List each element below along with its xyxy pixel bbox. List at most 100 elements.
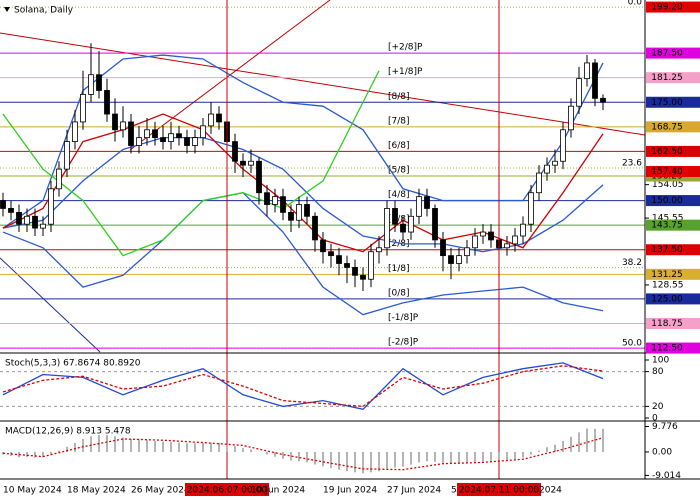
- level-price-label: 143.75: [651, 221, 683, 231]
- candle-body: [352, 267, 358, 276]
- y-tick-label: 20: [652, 402, 664, 412]
- candle-body: [176, 133, 182, 139]
- level-price-label-box: [646, 342, 700, 354]
- candle-body: [192, 137, 198, 146]
- candle-body: [304, 204, 310, 217]
- level-price-label: 112.50: [651, 344, 683, 354]
- level-name: [6/8]: [388, 141, 410, 151]
- candle-body: [128, 121, 134, 146]
- x-tick-label: 10 Jun 2024: [251, 486, 305, 496]
- panel-title: Stoch(5,3,3) 67.8674 80.8920: [5, 359, 141, 369]
- level-price-label-box: [646, 195, 700, 207]
- candle-body: [480, 231, 486, 237]
- candle-body: [48, 188, 54, 225]
- level-price-label-box: [646, 268, 700, 280]
- candle-body: [144, 129, 150, 139]
- candle-body: [64, 141, 70, 170]
- fibo-label: 0.0: [628, 0, 643, 8]
- level-price-label: 137.50: [651, 245, 683, 255]
- candle-body: [320, 239, 326, 253]
- candle-body: [424, 196, 430, 209]
- level-name: [5/8]: [388, 166, 410, 176]
- indicator-line: [2, 137, 604, 253]
- candle-body: [416, 196, 422, 217]
- stoch-line: [2, 365, 604, 408]
- price-marker-box: [646, 165, 700, 177]
- plot: 0.0 23.6 38.2 50.0 [+2/8]P [+1/8]P [8/8] [7/8] […: [0, 0, 645, 479]
- crosshair-label-box: [185, 483, 269, 496]
- candle-body: [520, 223, 526, 237]
- candle-body: [360, 274, 366, 280]
- candle-body: [16, 211, 22, 225]
- candle-body: [464, 247, 470, 257]
- level-price-label: 125.00: [651, 294, 683, 304]
- candle-body: [448, 255, 454, 264]
- level-name: [2/8]: [388, 239, 410, 249]
- candle-body: [248, 160, 254, 166]
- x-tick-label: 2024: [539, 486, 562, 496]
- y-tick-label: -9.014: [652, 471, 681, 481]
- candle-body: [168, 133, 174, 142]
- y-tick-label: 145.55: [652, 214, 684, 224]
- candle-body: [528, 192, 534, 225]
- x-tick-label: 2024.07.11 00:00: [459, 486, 540, 496]
- price-marker-box: [646, 1, 700, 13]
- candle-body: [96, 74, 102, 91]
- level-price-label-box: [646, 244, 700, 256]
- candle-body: [512, 235, 518, 245]
- indicator-line: [2, 113, 604, 253]
- candle-body: [0, 200, 6, 209]
- candle-body: [472, 235, 478, 249]
- level-price-label: 175.00: [651, 98, 683, 108]
- candle-body: [72, 121, 78, 142]
- level-name: [+1/8]P: [388, 67, 423, 77]
- level-price-label-box: [646, 145, 700, 157]
- indicator-line: [2, 70, 380, 257]
- candle-body: [408, 215, 414, 233]
- candle-body: [32, 215, 38, 229]
- trend-line: [0, 32, 646, 136]
- candle-body: [288, 211, 294, 221]
- candle-body: [312, 215, 318, 241]
- level-name: [1/8]: [388, 264, 410, 274]
- level-price-label-box: [646, 47, 700, 59]
- level-name: [4/8]: [388, 190, 410, 200]
- price-marker: 199.20: [651, 3, 683, 13]
- x-tick-label: 26 May 2024: [131, 486, 190, 496]
- level-price-label: 181.25: [651, 73, 683, 83]
- x-tick-label: 10 May 2024: [3, 486, 62, 496]
- y-tick-label: 80: [652, 367, 664, 377]
- level-name: [3/8]: [388, 215, 410, 225]
- x-tick-label: 5: [451, 486, 457, 496]
- level-price-label: 150.00: [651, 196, 683, 206]
- chart-title: Solana, Daily: [14, 6, 74, 16]
- candle-body: [80, 93, 86, 123]
- candle-body: [400, 223, 406, 233]
- indicator-line: [2, 54, 604, 229]
- candle-body: [384, 208, 390, 249]
- candle-body: [272, 196, 278, 205]
- candle-body: [208, 113, 214, 127]
- level-price-label-box: [646, 72, 700, 84]
- candle-body: [440, 239, 446, 257]
- y-tick-label: 0.00: [652, 447, 672, 457]
- level-price-label-box: [646, 317, 700, 329]
- level-name: [+2/8]P: [388, 43, 423, 53]
- candle-body: [392, 208, 398, 225]
- candle-body: [160, 137, 166, 142]
- candle-body: [24, 215, 30, 225]
- x-tick-label: 2024.06.07 00:00: [187, 486, 268, 496]
- fibo-label: 23.6: [622, 159, 642, 169]
- level-price-label-box: [646, 96, 700, 108]
- candle-body: [504, 243, 510, 249]
- candle-body: [256, 160, 262, 194]
- candle-body: [264, 192, 270, 205]
- panel-title: MACD(12,26,9) 8.913 5.478: [5, 427, 131, 437]
- level-name: [8/8]: [388, 92, 410, 102]
- candle-body: [8, 208, 14, 213]
- fibo-label: 50.0: [622, 339, 642, 349]
- level-price-label: 187.50: [651, 49, 683, 59]
- candle-body: [584, 62, 590, 80]
- x-tick-label: 19 Jun 2024: [323, 486, 377, 496]
